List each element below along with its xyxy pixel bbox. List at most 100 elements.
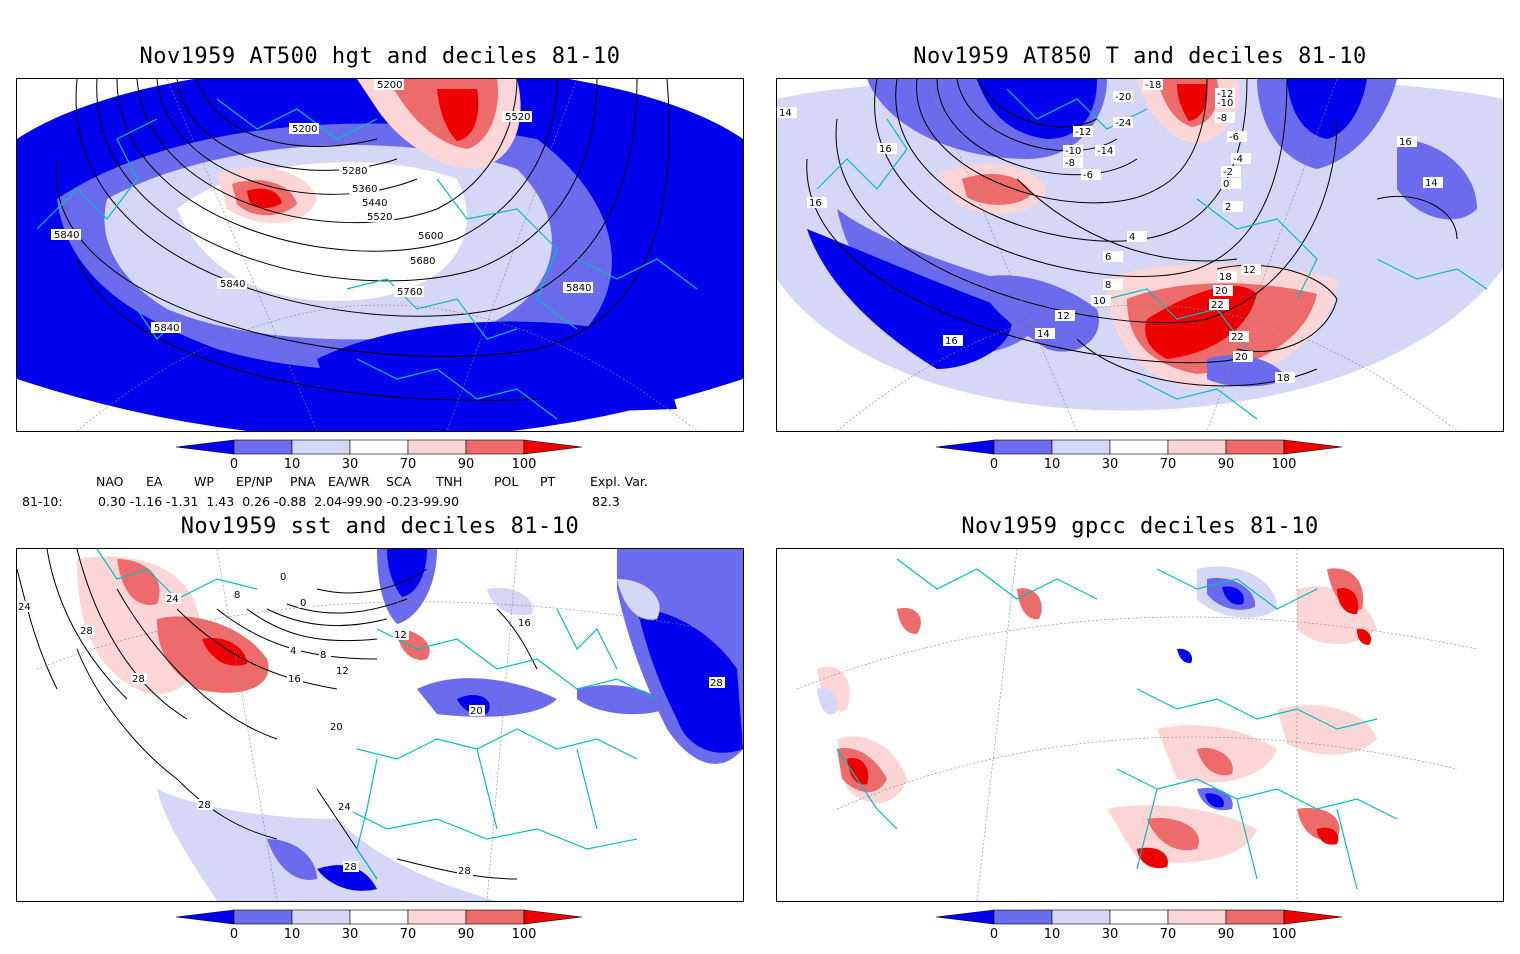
colorbar-swatch bbox=[291, 909, 351, 925]
colorbar-tick-label: 90 bbox=[458, 457, 475, 472]
contour-label: 28 bbox=[710, 678, 723, 689]
contour-label: 2 bbox=[1225, 202, 1231, 213]
colorbar-swatch bbox=[349, 439, 409, 455]
colorbar-tick-label: 30 bbox=[342, 927, 359, 942]
contour-label: 5280 bbox=[342, 166, 367, 177]
index-row-label: 81-10: bbox=[22, 494, 63, 509]
contour-label: 20 bbox=[1235, 352, 1248, 363]
contour-label: 16 bbox=[809, 198, 822, 209]
colorbar-tick-label: 90 bbox=[1218, 457, 1235, 472]
contour-label: 0 bbox=[1223, 179, 1229, 190]
colorbar-swatch bbox=[523, 439, 583, 455]
colorbar-swatch bbox=[1051, 439, 1111, 455]
colorbar-svg: 0 10 30 70 90 100 bbox=[935, 909, 1343, 942]
contour-label: 5840 bbox=[566, 283, 591, 294]
contour-label: -14 bbox=[1097, 146, 1113, 157]
colorbar-tick-label: 0 bbox=[230, 927, 238, 942]
colorbar-swatch bbox=[233, 439, 293, 455]
panel-title-gpcc: Nov1959 gpcc deciles 81-10 bbox=[961, 514, 1319, 539]
contour-label: 28 bbox=[198, 800, 211, 811]
colorbar-svg: 0 10 30 70 90 100 bbox=[175, 909, 583, 942]
colorbar-tick-label: 100 bbox=[512, 927, 537, 942]
colorbar-swatch bbox=[993, 439, 1053, 455]
colorbar-swatch bbox=[1109, 439, 1169, 455]
colorbar-top-right: 0 10 30 70 90 100 bbox=[935, 439, 1356, 480]
colorbar-tick-label: 70 bbox=[400, 927, 417, 942]
contour-label: 0 bbox=[300, 598, 306, 609]
contour-label: 0 bbox=[280, 572, 286, 583]
colorbar-swatch bbox=[407, 439, 467, 455]
colorbar-svg: 0 10 30 70 90 100 bbox=[175, 439, 583, 472]
colorbar-tick-label: 0 bbox=[990, 927, 998, 942]
contour-label: 6 bbox=[1105, 252, 1111, 263]
panel-title-t850: Nov1959 AT850 T and deciles 81-10 bbox=[913, 44, 1367, 69]
contour-label: 14 bbox=[1037, 329, 1050, 340]
contour-label: -8 bbox=[1065, 158, 1075, 169]
contour-label: 28 bbox=[80, 626, 93, 637]
contour-label: 28 bbox=[132, 674, 145, 685]
index-header: EP/NP bbox=[236, 474, 273, 489]
map-gpcc-svg bbox=[777, 549, 1503, 901]
colorbar-swatch bbox=[1167, 909, 1227, 925]
contour-label: 24 bbox=[18, 602, 31, 613]
colorbar-tick-label: 70 bbox=[400, 457, 417, 472]
contour-label: 18 bbox=[1277, 373, 1290, 384]
contour-label: 24 bbox=[338, 802, 351, 813]
contour-label: -2 bbox=[1223, 167, 1233, 178]
contour-label: 5440 bbox=[362, 198, 387, 209]
contour-label: -12 bbox=[1217, 89, 1233, 100]
index-header: TNH bbox=[436, 474, 463, 489]
contour-label: 5760 bbox=[397, 287, 422, 298]
map-panel-t850: -18 -20 -12 -10 -8 -24 -12 -10 -14 -8 -6… bbox=[776, 78, 1504, 432]
colorbar-tick-label: 0 bbox=[990, 457, 998, 472]
contour-label: 28 bbox=[344, 862, 357, 873]
colorbar-tick-label: 70 bbox=[1160, 457, 1177, 472]
contour-label: 20 bbox=[470, 706, 483, 717]
colorbar-bottom-right: 0 10 30 70 90 100 bbox=[935, 909, 1356, 950]
colorbar-swatch bbox=[1051, 909, 1111, 925]
index-header: NAO bbox=[96, 474, 124, 489]
colorbar-tick-label: 100 bbox=[1272, 927, 1297, 942]
index-values: 0.30 -1.16 -1.31 1.43 0.26 -0.88 2.04-99… bbox=[98, 494, 460, 509]
colorbar-swatch bbox=[465, 909, 525, 925]
contour-label: 5200 bbox=[292, 124, 317, 135]
colorbar-swatch bbox=[407, 909, 467, 925]
colorbar-tick-label: 100 bbox=[512, 457, 537, 472]
contour-label: 5200 bbox=[377, 80, 402, 91]
colorbar-swatch bbox=[935, 439, 995, 455]
index-header: EA bbox=[146, 474, 163, 489]
index-header: WP bbox=[194, 474, 214, 489]
panel-title-hgt: Nov1959 AT500 hgt and deciles 81-10 bbox=[139, 44, 621, 69]
colorbar-tick-label: 30 bbox=[1102, 457, 1119, 472]
colorbar-swatch bbox=[1167, 439, 1227, 455]
contour-label: -20 bbox=[1115, 92, 1131, 103]
colorbar-bottom-left: 0 10 30 70 90 100 bbox=[175, 909, 596, 950]
index-header: Expl. Var. bbox=[590, 474, 648, 489]
colorbar-tick-label: 30 bbox=[1102, 927, 1119, 942]
colorbar-tick-label: 10 bbox=[284, 927, 301, 942]
colorbar-tick-label: 30 bbox=[342, 457, 359, 472]
contour-label: 5600 bbox=[418, 231, 443, 242]
colorbar-swatch bbox=[175, 909, 235, 925]
contour-label: 5840 bbox=[220, 279, 245, 290]
map-hgt-svg: 5200 5200 5280 5360 5440 5520 5520 5600 … bbox=[17, 79, 743, 431]
colorbar-swatch bbox=[349, 909, 409, 925]
colorbar-swatch bbox=[233, 909, 293, 925]
panel-title-sst: Nov1959 sst and deciles 81-10 bbox=[180, 514, 580, 539]
map-t850-svg: -18 -20 -12 -10 -8 -24 -12 -10 -14 -8 -6… bbox=[777, 79, 1503, 431]
colorbar-swatch bbox=[993, 909, 1053, 925]
contour-label: 16 bbox=[518, 618, 531, 629]
colorbar-swatch bbox=[465, 439, 525, 455]
contour-label: 16 bbox=[879, 144, 892, 155]
contour-label: 28 bbox=[458, 866, 471, 877]
map-panel-gpcc bbox=[776, 548, 1504, 902]
colorbar-swatch bbox=[175, 439, 235, 455]
contour-label: 10 bbox=[1093, 296, 1106, 307]
contour-label: 12 bbox=[394, 630, 407, 641]
colorbar-top-left: 0 10 30 70 90 100 bbox=[175, 439, 596, 480]
colorbar-tick-label: 100 bbox=[1272, 457, 1297, 472]
contour-label: -10 bbox=[1217, 98, 1233, 109]
contour-label: 16 bbox=[945, 336, 958, 347]
contour-label: -18 bbox=[1145, 80, 1161, 91]
contour-label: 5520 bbox=[367, 212, 392, 223]
